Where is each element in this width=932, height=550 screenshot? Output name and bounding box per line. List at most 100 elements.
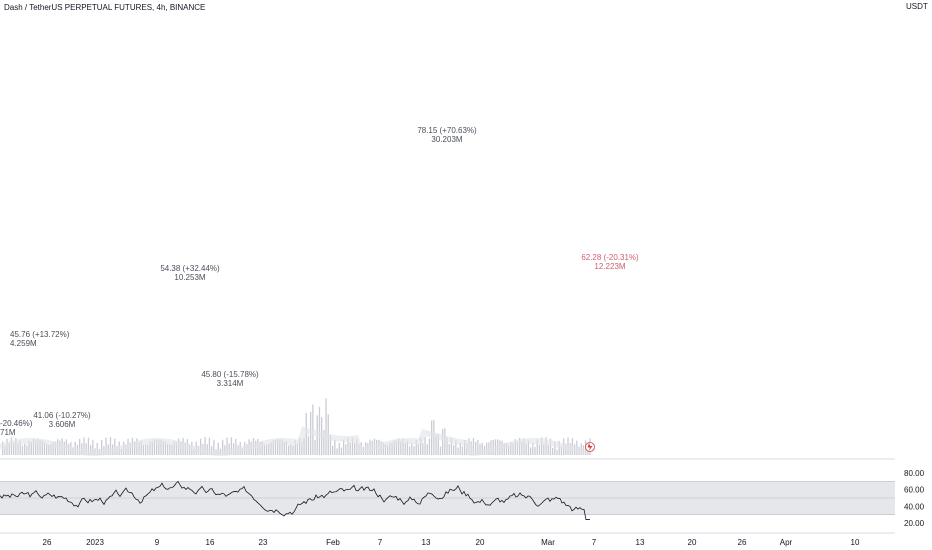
volume-bar [541, 437, 543, 455]
volume-bar [158, 439, 160, 455]
price-change-label: 45.80 (-15.78%) [201, 370, 259, 379]
time-tick-label: 13 [422, 538, 431, 547]
volume-bar [475, 441, 477, 455]
volume-bar [290, 443, 292, 455]
volume-bar [101, 439, 103, 455]
volume-bar [125, 445, 127, 455]
volume-change-label: 30.203M [431, 135, 462, 144]
volume-bar [431, 420, 433, 455]
time-tick-label: 7 [592, 538, 597, 547]
volume-bar [351, 437, 354, 455]
volume-bar [450, 437, 453, 455]
volume-bar [406, 440, 409, 455]
volume-bar [530, 447, 532, 455]
volume-bar [527, 440, 530, 455]
volume-bar [301, 442, 303, 455]
volume-bar [4, 446, 6, 455]
volume-bar [455, 440, 457, 455]
time-tick-label: 2023 [86, 538, 104, 547]
time-tick-label: 20 [688, 538, 697, 547]
volume-bar [422, 443, 424, 455]
volume-bar [481, 443, 483, 455]
volume-bar [459, 442, 461, 455]
volume-bar [389, 442, 391, 455]
volume-bar [85, 443, 87, 455]
volume-bar [226, 437, 228, 455]
volume-bar [393, 439, 395, 455]
volume-bar [446, 437, 448, 455]
volume-bar [120, 448, 123, 455]
price-change-label: 78.15 (+70.63%) [417, 126, 477, 135]
volume-change-label: 71M [0, 428, 16, 437]
volume-bar [96, 442, 98, 455]
volume-bar [193, 448, 195, 455]
volume-bar [523, 438, 525, 455]
volume-bar [105, 437, 107, 455]
volume-bar [213, 439, 215, 455]
price-change-label: 41.06 (-10.27%) [33, 411, 91, 420]
time-tick-label: Mar [541, 538, 555, 547]
volume-bar [277, 438, 279, 455]
volume-bar [340, 447, 343, 455]
volume-bar [349, 442, 351, 455]
volume-bar [305, 412, 307, 455]
time-tick-label: 26 [43, 538, 52, 547]
volume-bar [138, 442, 140, 455]
volume-bar [230, 437, 233, 455]
volume-bar [46, 443, 48, 455]
volume-bar [292, 445, 294, 455]
volume-bar [391, 442, 393, 455]
volume-bar [435, 435, 437, 455]
oscillator-tick-label: 20.00 [904, 519, 925, 528]
oscillator-line [0, 480, 590, 520]
lightning-icon [587, 443, 593, 451]
volume-bar [395, 440, 398, 455]
volume-bar [404, 442, 406, 455]
volume-bar [222, 439, 224, 455]
volume-bar [461, 446, 464, 455]
volume-bar [208, 437, 211, 455]
time-tick-label: 20 [476, 538, 485, 547]
volume-bar [536, 439, 538, 455]
volume-bar [175, 442, 178, 455]
volume-bar [26, 445, 28, 455]
volume-bar [519, 437, 521, 455]
volume-bar [343, 439, 345, 455]
volume-bar [420, 437, 422, 455]
volume-change-label: 12.223M [594, 262, 625, 271]
volume-bar [43, 442, 46, 455]
time-tick-label: 26 [738, 538, 747, 547]
volume-change-label: 10.253M [174, 273, 205, 282]
volume-bar [477, 439, 479, 455]
volume-bar [87, 437, 90, 455]
volume-bar [92, 439, 94, 455]
time-tick-label: 7 [378, 538, 383, 547]
volume-bar [534, 447, 536, 455]
volume-bar [398, 438, 400, 455]
alert-icon [585, 442, 595, 452]
time-tick-label: 9 [155, 538, 160, 547]
volume-bar [332, 445, 334, 455]
volume-bar [525, 443, 527, 455]
volume-bar [505, 443, 508, 455]
volume-bar [285, 441, 288, 455]
volume-bar [314, 439, 316, 455]
volume-bar [169, 444, 171, 455]
price-change-label: 54.38 (+32.44%) [160, 264, 220, 273]
volume-bar [545, 437, 547, 455]
volume-bar [19, 440, 21, 455]
volume-bar [532, 442, 534, 455]
volume-bar [274, 440, 277, 455]
volume-bar [464, 439, 466, 455]
volume-bar [521, 441, 523, 455]
volume-bar [272, 440, 274, 455]
volume-bar [347, 437, 349, 455]
volume-bar [426, 444, 428, 455]
volume-bar [268, 443, 270, 455]
volume-bar [24, 443, 26, 455]
volume-bar [516, 441, 519, 455]
volume-bar [279, 440, 281, 455]
volume-bar [28, 441, 30, 455]
volume-bar [303, 437, 305, 455]
